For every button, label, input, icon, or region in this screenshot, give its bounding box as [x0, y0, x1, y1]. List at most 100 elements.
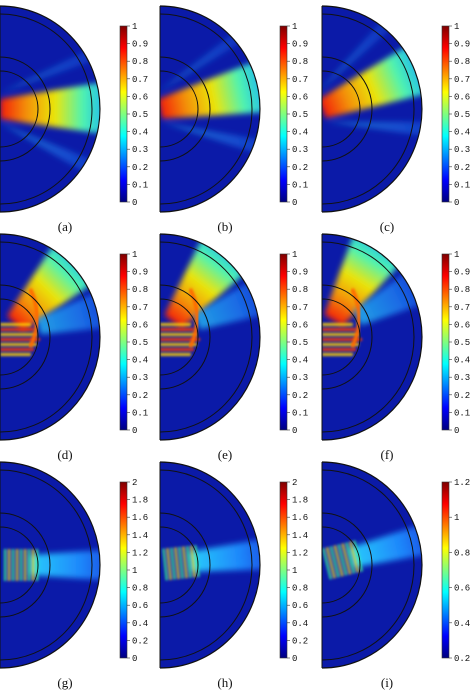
panel-d: 1 0.9 0.8 0.7 0.6 0.5 0.4 0.3 0.2 0.1 0 [0, 233, 148, 441]
colorbar-tick-label: 0.6 [132, 320, 148, 330]
colorbar-tick-label: 0 [454, 198, 459, 208]
colorbar-tick-label: 1.2 [292, 548, 308, 558]
colorbar-tick-label: 0.7 [454, 303, 470, 313]
colorbar-tick-label: 0.2 [454, 391, 470, 401]
beam [30, 549, 100, 581]
colorbar: 1 0.9 0.8 0.7 0.6 0.5 0.4 0.3 0.2 0.1 0 [279, 250, 308, 436]
colorbar-tick-label: 0.2 [292, 163, 308, 173]
panel-caption-b: (b) [217, 219, 233, 234]
outer-boundary [159, 233, 261, 441]
colorbar-tick-label: 0.1 [292, 180, 308, 190]
cloak-outer-ring [321, 512, 373, 618]
outer-boundary [321, 233, 423, 441]
panel-caption-a: (a) [57, 219, 73, 234]
pml-boundary [159, 469, 253, 661]
colorbar-tick-label: 0.5 [454, 338, 470, 348]
cloak-inner-ring [159, 298, 199, 376]
colorbar-tick-label: 1 [454, 22, 459, 32]
colorbar-tick-label: 1.4 [132, 531, 148, 541]
colorbar-tick-label: 0.4 [292, 619, 308, 629]
colorbar-tick-label: 0.9 [454, 40, 470, 50]
colorbar: 2 1.8 1.6 1.4 1.2 1 0.8 0.6 0.4 0.2 0 [279, 478, 308, 664]
panel-c: 1 0.9 0.8 0.7 0.6 0.5 0.4 0.3 0.2 0.1 0 [321, 5, 470, 213]
outer-boundary [321, 461, 423, 669]
cloak-outer-ring [0, 284, 51, 390]
colorbar-tick-label: 0.6 [454, 320, 470, 330]
panel-caption-c: (c) [379, 219, 395, 234]
colorbar-tick-label: 0.5 [132, 110, 148, 120]
colorbar-tick-label: 0.5 [292, 110, 308, 120]
colorbar-tick-label: 0.8 [132, 285, 148, 295]
pml-boundary [0, 241, 93, 433]
pml-boundary [159, 241, 253, 433]
colorbar-tick-label: 0.7 [292, 75, 308, 85]
colorbar-tick-label: 1.2 [454, 478, 470, 488]
panel-caption-h: (h) [217, 675, 233, 690]
colorbar-tick-label: 0.6 [292, 320, 308, 330]
colorbar-tick-label: 0.1 [132, 408, 148, 418]
colorbar-tick-label: 0.8 [292, 584, 308, 594]
colorbar-tick-label: 0.7 [132, 75, 148, 85]
colorbar-tick-label: 0.7 [454, 75, 470, 85]
colorbar-tick-label: 0.6 [454, 584, 470, 594]
colorbar-tick-label: 0.8 [132, 57, 148, 67]
colorbar-tick-label: 0 [132, 198, 137, 208]
colorbar-tick-label: 0.2 [292, 636, 308, 646]
colorbar-tick-label: 0.6 [292, 601, 308, 611]
colorbar-tick-label: 1 [132, 250, 137, 260]
panel-e: 1 0.9 0.8 0.7 0.6 0.5 0.4 0.3 0.2 0.1 0 [159, 233, 308, 441]
panel-b: 1 0.9 0.8 0.7 0.6 0.5 0.4 0.3 0.2 0.1 0 [159, 5, 308, 213]
colorbar-tick-label: 0.6 [132, 601, 148, 611]
panel-f: 1 0.9 0.8 0.7 0.6 0.5 0.4 0.3 0.2 0.1 0 [321, 233, 470, 441]
colorbar-tick-label: 0.2 [454, 654, 470, 664]
colorbar-tick-label: 0.6 [132, 92, 148, 102]
pml-boundary [0, 469, 93, 661]
outer-boundary [0, 461, 101, 669]
colorbar-tick-label: 0.2 [292, 391, 308, 401]
colorbar-tick-label: 1 [292, 22, 297, 32]
panel-g: 2 1.8 1.6 1.4 1.2 1 0.8 0.6 0.4 0.2 0 [0, 461, 148, 669]
colorbar-tick-label: 0.5 [454, 110, 470, 120]
colorbar-tick-label: 0.4 [292, 356, 308, 366]
panel-h: 2 1.8 1.6 1.4 1.2 1 0.8 0.6 0.4 0.2 0 [159, 461, 308, 669]
colorbar-tick-label: 0.2 [132, 163, 148, 173]
colorbar-tick-label: 0.5 [132, 338, 148, 348]
colorbar-tick-label: 1.6 [292, 513, 308, 523]
colorbar: 2 1.8 1.6 1.4 1.2 1 0.8 0.6 0.4 0.2 0 [119, 478, 148, 664]
colorbar-tick-label: 0.2 [132, 636, 148, 646]
cloak-outer-ring [0, 56, 51, 162]
colorbar: 1.2 1 0.8 0.6 0.4 0.2 [441, 478, 470, 664]
colorbar-tick-label: 0.7 [132, 303, 148, 313]
colorbar-tick-label: 0.9 [132, 40, 148, 50]
colorbar-tick-label: 0.4 [292, 128, 308, 138]
colorbar-tick-label: 0.3 [454, 145, 470, 155]
colorbar: 1 0.9 0.8 0.7 0.6 0.5 0.4 0.3 0.2 0.1 0 [441, 22, 470, 208]
colorbar-tick-label: 2 [292, 478, 297, 488]
colorbar-tick-label: 0.6 [292, 92, 308, 102]
cloak-inner-ring [321, 526, 361, 604]
pml-boundary [159, 13, 253, 205]
colorbar-tick-label: 1 [454, 513, 459, 523]
colorbar-tick-label: 0 [454, 426, 459, 436]
outer-boundary [0, 233, 101, 441]
colorbar-tick-label: 0.9 [292, 268, 308, 278]
panel-caption-f: (f) [380, 447, 394, 462]
colorbar: 1 0.9 0.8 0.7 0.6 0.5 0.4 0.3 0.2 0.1 0 [279, 22, 308, 208]
outer-boundary [0, 5, 101, 213]
cloak-inner-ring [321, 298, 361, 376]
cloak-inner-ring [321, 70, 361, 148]
cloak-outer-ring [159, 56, 211, 162]
outer-boundary [321, 5, 423, 213]
colorbar-tick-label: 0.8 [454, 285, 470, 295]
cloak-inner-ring [159, 526, 199, 604]
panel-a: 1 0.9 0.8 0.7 0.6 0.5 0.4 0.3 0.2 0.1 0 [0, 5, 148, 213]
pml-boundary [321, 241, 415, 433]
colorbar-tick-label: 0.3 [292, 373, 308, 383]
colorbar: 1 0.9 0.8 0.7 0.6 0.5 0.4 0.3 0.2 0.1 0 [441, 250, 470, 436]
colorbar: 1 0.9 0.8 0.7 0.6 0.5 0.4 0.3 0.2 0.1 0 [119, 250, 148, 436]
colorbar-tick-label: 0.2 [132, 391, 148, 401]
colorbar-tick-label: 1 [454, 250, 459, 260]
colorbar-tick-label: 0.1 [292, 408, 308, 418]
colorbar-tick-label: 0 [292, 198, 297, 208]
